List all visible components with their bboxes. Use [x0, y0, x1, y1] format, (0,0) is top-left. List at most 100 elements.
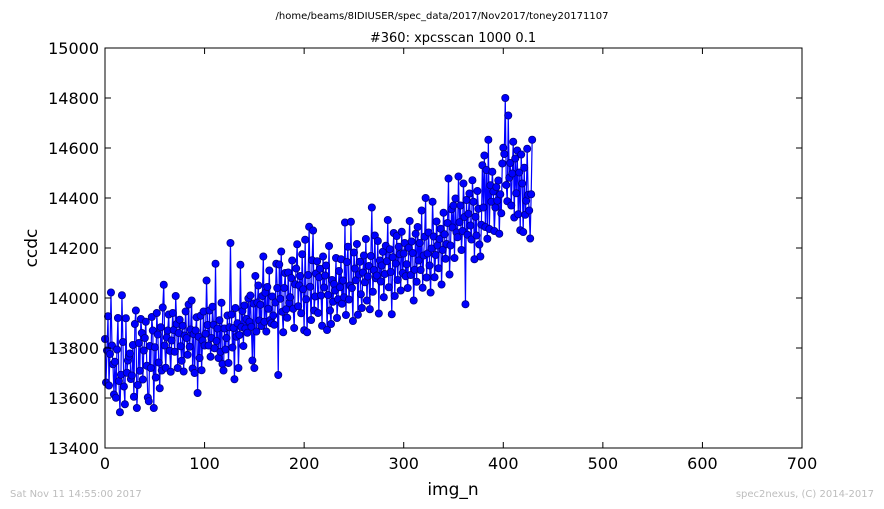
- y-tick-label: 14600: [48, 139, 99, 158]
- data-point: [280, 283, 289, 292]
- data-point: [341, 310, 350, 319]
- data-point: [366, 251, 375, 260]
- y-tick-label: 13800: [48, 339, 99, 358]
- data-point: [356, 290, 365, 299]
- data-point: [415, 238, 424, 247]
- data-point: [120, 400, 129, 409]
- data-point: [394, 242, 403, 251]
- data-point: [457, 245, 466, 254]
- data-point: [299, 285, 308, 294]
- data-point: [131, 306, 140, 315]
- data-point: [208, 302, 217, 311]
- data-point: [514, 210, 523, 219]
- data-point: [321, 271, 330, 280]
- data-point: [444, 174, 453, 183]
- data-point: [146, 363, 155, 372]
- data-point: [405, 216, 414, 225]
- data-point: [453, 233, 462, 242]
- data-point: [526, 234, 535, 243]
- data-point: [263, 282, 272, 291]
- data-point: [387, 310, 396, 319]
- data-point: [379, 293, 388, 302]
- data-point: [454, 172, 463, 181]
- data-point: [445, 270, 454, 279]
- x-axis-label: img_n: [427, 480, 478, 500]
- data-point: [346, 217, 355, 226]
- data-point: [178, 321, 187, 330]
- data-point: [292, 264, 301, 273]
- data-point: [407, 237, 416, 246]
- data-point: [121, 314, 130, 323]
- data-point: [334, 266, 343, 275]
- data-point: [279, 328, 288, 337]
- data-point: [250, 363, 259, 372]
- data-point: [326, 306, 335, 315]
- data-point: [318, 321, 327, 330]
- data-point: [484, 135, 493, 144]
- data-point: [117, 291, 126, 300]
- data-point: [492, 182, 501, 191]
- data-point: [374, 309, 383, 318]
- data-point: [314, 308, 323, 317]
- data-point: [425, 261, 434, 270]
- data-point: [428, 197, 437, 206]
- data-point: [179, 367, 188, 376]
- x-axis: 0 100 200 300 400 500 600 700: [100, 48, 817, 473]
- data-point: [373, 236, 382, 245]
- data-point: [409, 296, 418, 305]
- data-point: [230, 375, 239, 384]
- data-point: [115, 408, 124, 417]
- data-point: [240, 301, 249, 310]
- data-point: [464, 209, 473, 218]
- data-point: [156, 323, 165, 332]
- data-point: [406, 270, 415, 279]
- data-point: [317, 291, 326, 300]
- data-point: [103, 312, 112, 321]
- data-point: [416, 265, 425, 274]
- data-point: [471, 212, 480, 221]
- data-point: [408, 248, 417, 257]
- data-point: [515, 168, 524, 177]
- data-point: [302, 295, 311, 304]
- data-point: [277, 247, 286, 256]
- data-point: [201, 329, 210, 338]
- data-point: [138, 375, 147, 384]
- data-point: [166, 367, 175, 376]
- data-point: [355, 257, 364, 266]
- data-point: [176, 342, 185, 351]
- data-point: [106, 288, 115, 297]
- data-point: [149, 403, 158, 412]
- data-point: [426, 288, 435, 297]
- y-tick-label: 15000: [48, 39, 99, 58]
- data-point: [159, 280, 168, 289]
- data-point: [273, 283, 282, 292]
- data-point: [367, 203, 376, 212]
- data-point: [193, 388, 202, 397]
- data-point: [431, 250, 440, 259]
- data-point: [435, 234, 444, 243]
- data-point: [254, 281, 263, 290]
- data-point: [412, 277, 421, 286]
- data-point: [363, 272, 372, 281]
- data-point: [228, 343, 237, 352]
- data-point: [160, 341, 169, 350]
- data-point: [134, 338, 143, 347]
- data-point: [269, 311, 278, 320]
- data-point: [262, 327, 271, 336]
- data-point: [496, 190, 505, 199]
- x-tick-label: 700: [787, 454, 818, 473]
- data-point: [265, 266, 274, 275]
- data-point: [129, 392, 138, 401]
- data-point: [449, 201, 458, 210]
- data-point: [105, 349, 114, 358]
- data-point: [344, 295, 353, 304]
- data-point: [301, 235, 310, 244]
- data-point: [182, 333, 191, 342]
- data-point: [234, 363, 243, 372]
- data-point: [168, 308, 177, 317]
- data-point: [307, 315, 316, 324]
- data-point: [296, 271, 305, 280]
- data-point: [119, 382, 128, 391]
- data-point: [170, 347, 179, 356]
